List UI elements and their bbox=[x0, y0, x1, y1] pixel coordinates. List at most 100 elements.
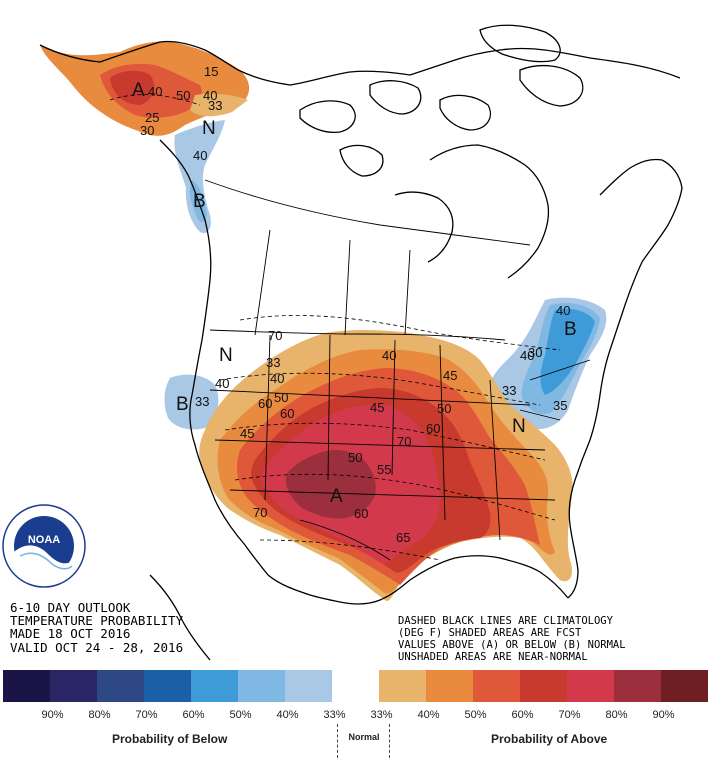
normal-label-east: N bbox=[512, 416, 526, 437]
normal-label-alaska: N bbox=[202, 118, 216, 139]
legend-pct-label: 90% bbox=[41, 709, 64, 721]
arctic-islands-outline bbox=[299, 24, 584, 177]
contour-label: 60 bbox=[258, 396, 272, 411]
contour-label: 40 bbox=[193, 148, 207, 163]
legend-swatch bbox=[50, 670, 97, 702]
contour-label: 60 bbox=[354, 506, 368, 521]
contour-label: 40 bbox=[382, 348, 396, 363]
legend-swatch bbox=[567, 670, 614, 702]
legend-divider-right bbox=[389, 724, 390, 758]
contour-value-labels: 40 50 40 33 15 25 30 40 33 40 50 60 45 4… bbox=[140, 64, 570, 545]
legend-swatch bbox=[285, 670, 332, 702]
contour-label: 40 bbox=[556, 303, 570, 318]
contour-label: 70 bbox=[253, 505, 267, 520]
legend-swatch bbox=[238, 670, 285, 702]
above-label-conus: A bbox=[330, 486, 343, 507]
contour-label: 33 bbox=[195, 394, 209, 409]
contour-label: 33 bbox=[266, 355, 280, 370]
below-label-northwest: B bbox=[176, 394, 189, 415]
contour-label: 40 bbox=[203, 88, 217, 103]
legend-pct-label: 70% bbox=[558, 709, 581, 721]
normal-label-west: N bbox=[219, 345, 233, 366]
contour-label: 60 bbox=[280, 406, 294, 421]
contour-label: 40 bbox=[520, 348, 534, 363]
legend-pct-label: 80% bbox=[605, 709, 628, 721]
contour-label: 33 bbox=[502, 383, 516, 398]
legend-swatch bbox=[661, 670, 708, 702]
contour-label: 50 bbox=[437, 401, 451, 416]
title-line-4: VALID OCT 24 - 28, 2016 bbox=[10, 640, 183, 655]
temperature-outlook-map: 40 50 40 33 15 25 30 40 33 40 50 60 45 4… bbox=[2, 24, 683, 663]
contour-label: 45 bbox=[370, 400, 384, 415]
map-notes-block: DASHED BLACK LINES ARE CLIMATOLOGY (DEG … bbox=[398, 615, 626, 663]
contour-label: 25 bbox=[145, 110, 159, 125]
legend-swatch bbox=[332, 670, 379, 702]
legend-divider-left bbox=[337, 724, 338, 758]
noaa-logo: NOAA bbox=[2, 504, 86, 588]
contour-label: 15 bbox=[204, 64, 218, 79]
category-labels: A N B N B A B N bbox=[132, 80, 577, 507]
pacific-nw-coast-below-area bbox=[174, 120, 225, 234]
note-line-3: VALUES ABOVE (A) OR BELOW (B) NORMAL bbox=[398, 639, 626, 651]
legend-swatch bbox=[473, 670, 520, 702]
note-line-4: UNSHADED AREAS ARE NEAR-NORMAL bbox=[398, 651, 588, 663]
legend-pct-label: 33% bbox=[370, 709, 393, 721]
legend-pct-label: 60% bbox=[511, 709, 534, 721]
climatology-dashed-lines bbox=[109, 94, 561, 561]
contour-label: 70 bbox=[268, 328, 282, 343]
below-caption: Probability of Below bbox=[112, 732, 228, 746]
above-caption: Probability of Above bbox=[491, 732, 608, 746]
note-line-2: (DEG F) SHADED AREAS ARE FCST bbox=[398, 627, 582, 639]
legend-pct-label: 90% bbox=[652, 709, 675, 721]
probability-legend: 90% 80% 70% 60% 50% 40% 33% 33% 40% 50% … bbox=[0, 668, 719, 760]
northwest-below-area bbox=[164, 374, 219, 430]
contour-label: 55 bbox=[377, 462, 391, 477]
contour-label: 60 bbox=[426, 421, 440, 436]
legend-pct-label: 60% bbox=[182, 709, 205, 721]
title-line-1: 6-10 DAY OUTLOOK bbox=[10, 600, 131, 615]
note-line-1: DASHED BLACK LINES ARE CLIMATOLOGY bbox=[398, 615, 614, 627]
legend-pct-label: 40% bbox=[417, 709, 440, 721]
coastline-outline bbox=[39, 40, 683, 661]
legend-pct-label: 80% bbox=[88, 709, 111, 721]
contour-label: 40 bbox=[270, 371, 284, 386]
legend-pct-label: 50% bbox=[229, 709, 252, 721]
contour-label: 40 bbox=[148, 84, 162, 99]
title-line-3: MADE 18 OCT 2016 bbox=[10, 626, 130, 641]
outlook-title-block: 6-10 DAY OUTLOOK TEMPERATURE PROBABILITY… bbox=[10, 600, 184, 655]
contour-label: 33 bbox=[208, 98, 222, 113]
legend-swatch bbox=[191, 670, 238, 702]
contour-label: 50 bbox=[274, 390, 288, 405]
legend-swatch bbox=[614, 670, 661, 702]
legend-pct-label: 50% bbox=[464, 709, 487, 721]
legend-swatch bbox=[144, 670, 191, 702]
above-label-alaska: A bbox=[132, 80, 145, 101]
contour-label: 45 bbox=[240, 426, 254, 441]
noaa-logo-text: NOAA bbox=[28, 534, 60, 546]
legend-pct-label: 40% bbox=[276, 709, 299, 721]
legend-pct-label: 33% bbox=[323, 709, 346, 721]
contour-label: 30 bbox=[140, 123, 154, 138]
legend-swatch bbox=[379, 670, 426, 702]
legend-swatch bbox=[97, 670, 144, 702]
legend-swatch bbox=[520, 670, 567, 702]
alaska-above-area bbox=[40, 41, 250, 136]
normal-caption: Normal bbox=[348, 732, 380, 742]
contour-label: 65 bbox=[396, 530, 410, 545]
below-label-bc: B bbox=[193, 191, 206, 212]
title-line-2: TEMPERATURE PROBABILITY bbox=[10, 613, 184, 628]
contour-label: 70 bbox=[397, 434, 411, 449]
legend-swatch bbox=[426, 670, 473, 702]
northeast-below-area bbox=[488, 297, 607, 430]
contour-label: 50 bbox=[176, 88, 190, 103]
contour-label: 30 bbox=[528, 345, 542, 360]
contour-label: 45 bbox=[443, 368, 457, 383]
political-borders bbox=[204, 179, 591, 561]
contour-label: 50 bbox=[348, 450, 362, 465]
below-label-northeast: B bbox=[564, 319, 577, 340]
contour-label: 40 bbox=[215, 376, 229, 391]
legend-swatch bbox=[3, 670, 50, 702]
contour-label: 35 bbox=[553, 398, 567, 413]
legend-color-scale bbox=[3, 670, 708, 702]
legend-pct-label: 70% bbox=[135, 709, 158, 721]
